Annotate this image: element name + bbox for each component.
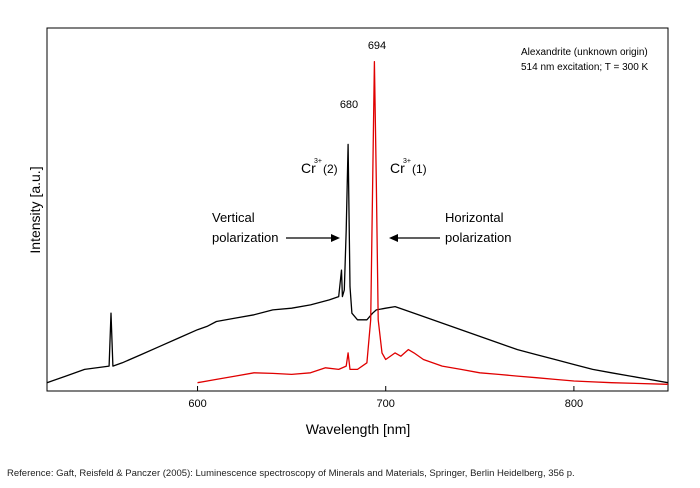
horizontal-polarization-line-2: polarization bbox=[445, 230, 512, 245]
vertical-polarization-arrow bbox=[286, 234, 340, 242]
reference-text: Reference: Gaft, Reisfeld & Panczer (200… bbox=[7, 468, 575, 479]
vertical-polarization-line-1: Vertical bbox=[212, 210, 255, 225]
series-layer bbox=[46, 60, 669, 385]
cr3-2-label: Cr 3+ (2) bbox=[301, 158, 338, 176]
x-axis-label: Wavelength [nm] bbox=[306, 421, 411, 437]
cr3-2-symbol: Cr bbox=[301, 160, 316, 176]
x-axis-ticks: 600 700 800 bbox=[188, 386, 583, 410]
cr3-1-suffix: (1) bbox=[412, 162, 427, 176]
cr3-2-superscript: 3+ bbox=[314, 158, 322, 165]
x-tick-label-700: 700 bbox=[377, 398, 395, 410]
sample-info-line-1: Alexandrite (unknown origin) bbox=[521, 47, 648, 58]
series-line-1 bbox=[197, 60, 669, 385]
horizontal-polarization-line-1: Horizontal bbox=[445, 210, 504, 225]
cr3-2-suffix: (2) bbox=[323, 162, 338, 176]
vertical-polarization-line-2: polarization bbox=[212, 230, 279, 245]
horizontal-polarization-arrow bbox=[389, 234, 440, 242]
sample-info-line-2: 514 nm excitation; T = 300 K bbox=[521, 62, 649, 73]
x-tick-label-800: 800 bbox=[565, 398, 583, 410]
plot-frame bbox=[46, 27, 669, 392]
series-line-0 bbox=[46, 143, 669, 384]
y-axis-label: Intensity [a.u.] bbox=[27, 166, 43, 253]
cr3-1-symbol: Cr bbox=[390, 160, 405, 176]
peak-label-694: 694 bbox=[368, 40, 386, 52]
x-tick-label-600: 600 bbox=[188, 398, 206, 410]
cr3-1-superscript: 3+ bbox=[403, 158, 411, 165]
cr3-1-label: Cr 3+ (1) bbox=[390, 158, 427, 176]
peak-label-680: 680 bbox=[340, 99, 358, 111]
